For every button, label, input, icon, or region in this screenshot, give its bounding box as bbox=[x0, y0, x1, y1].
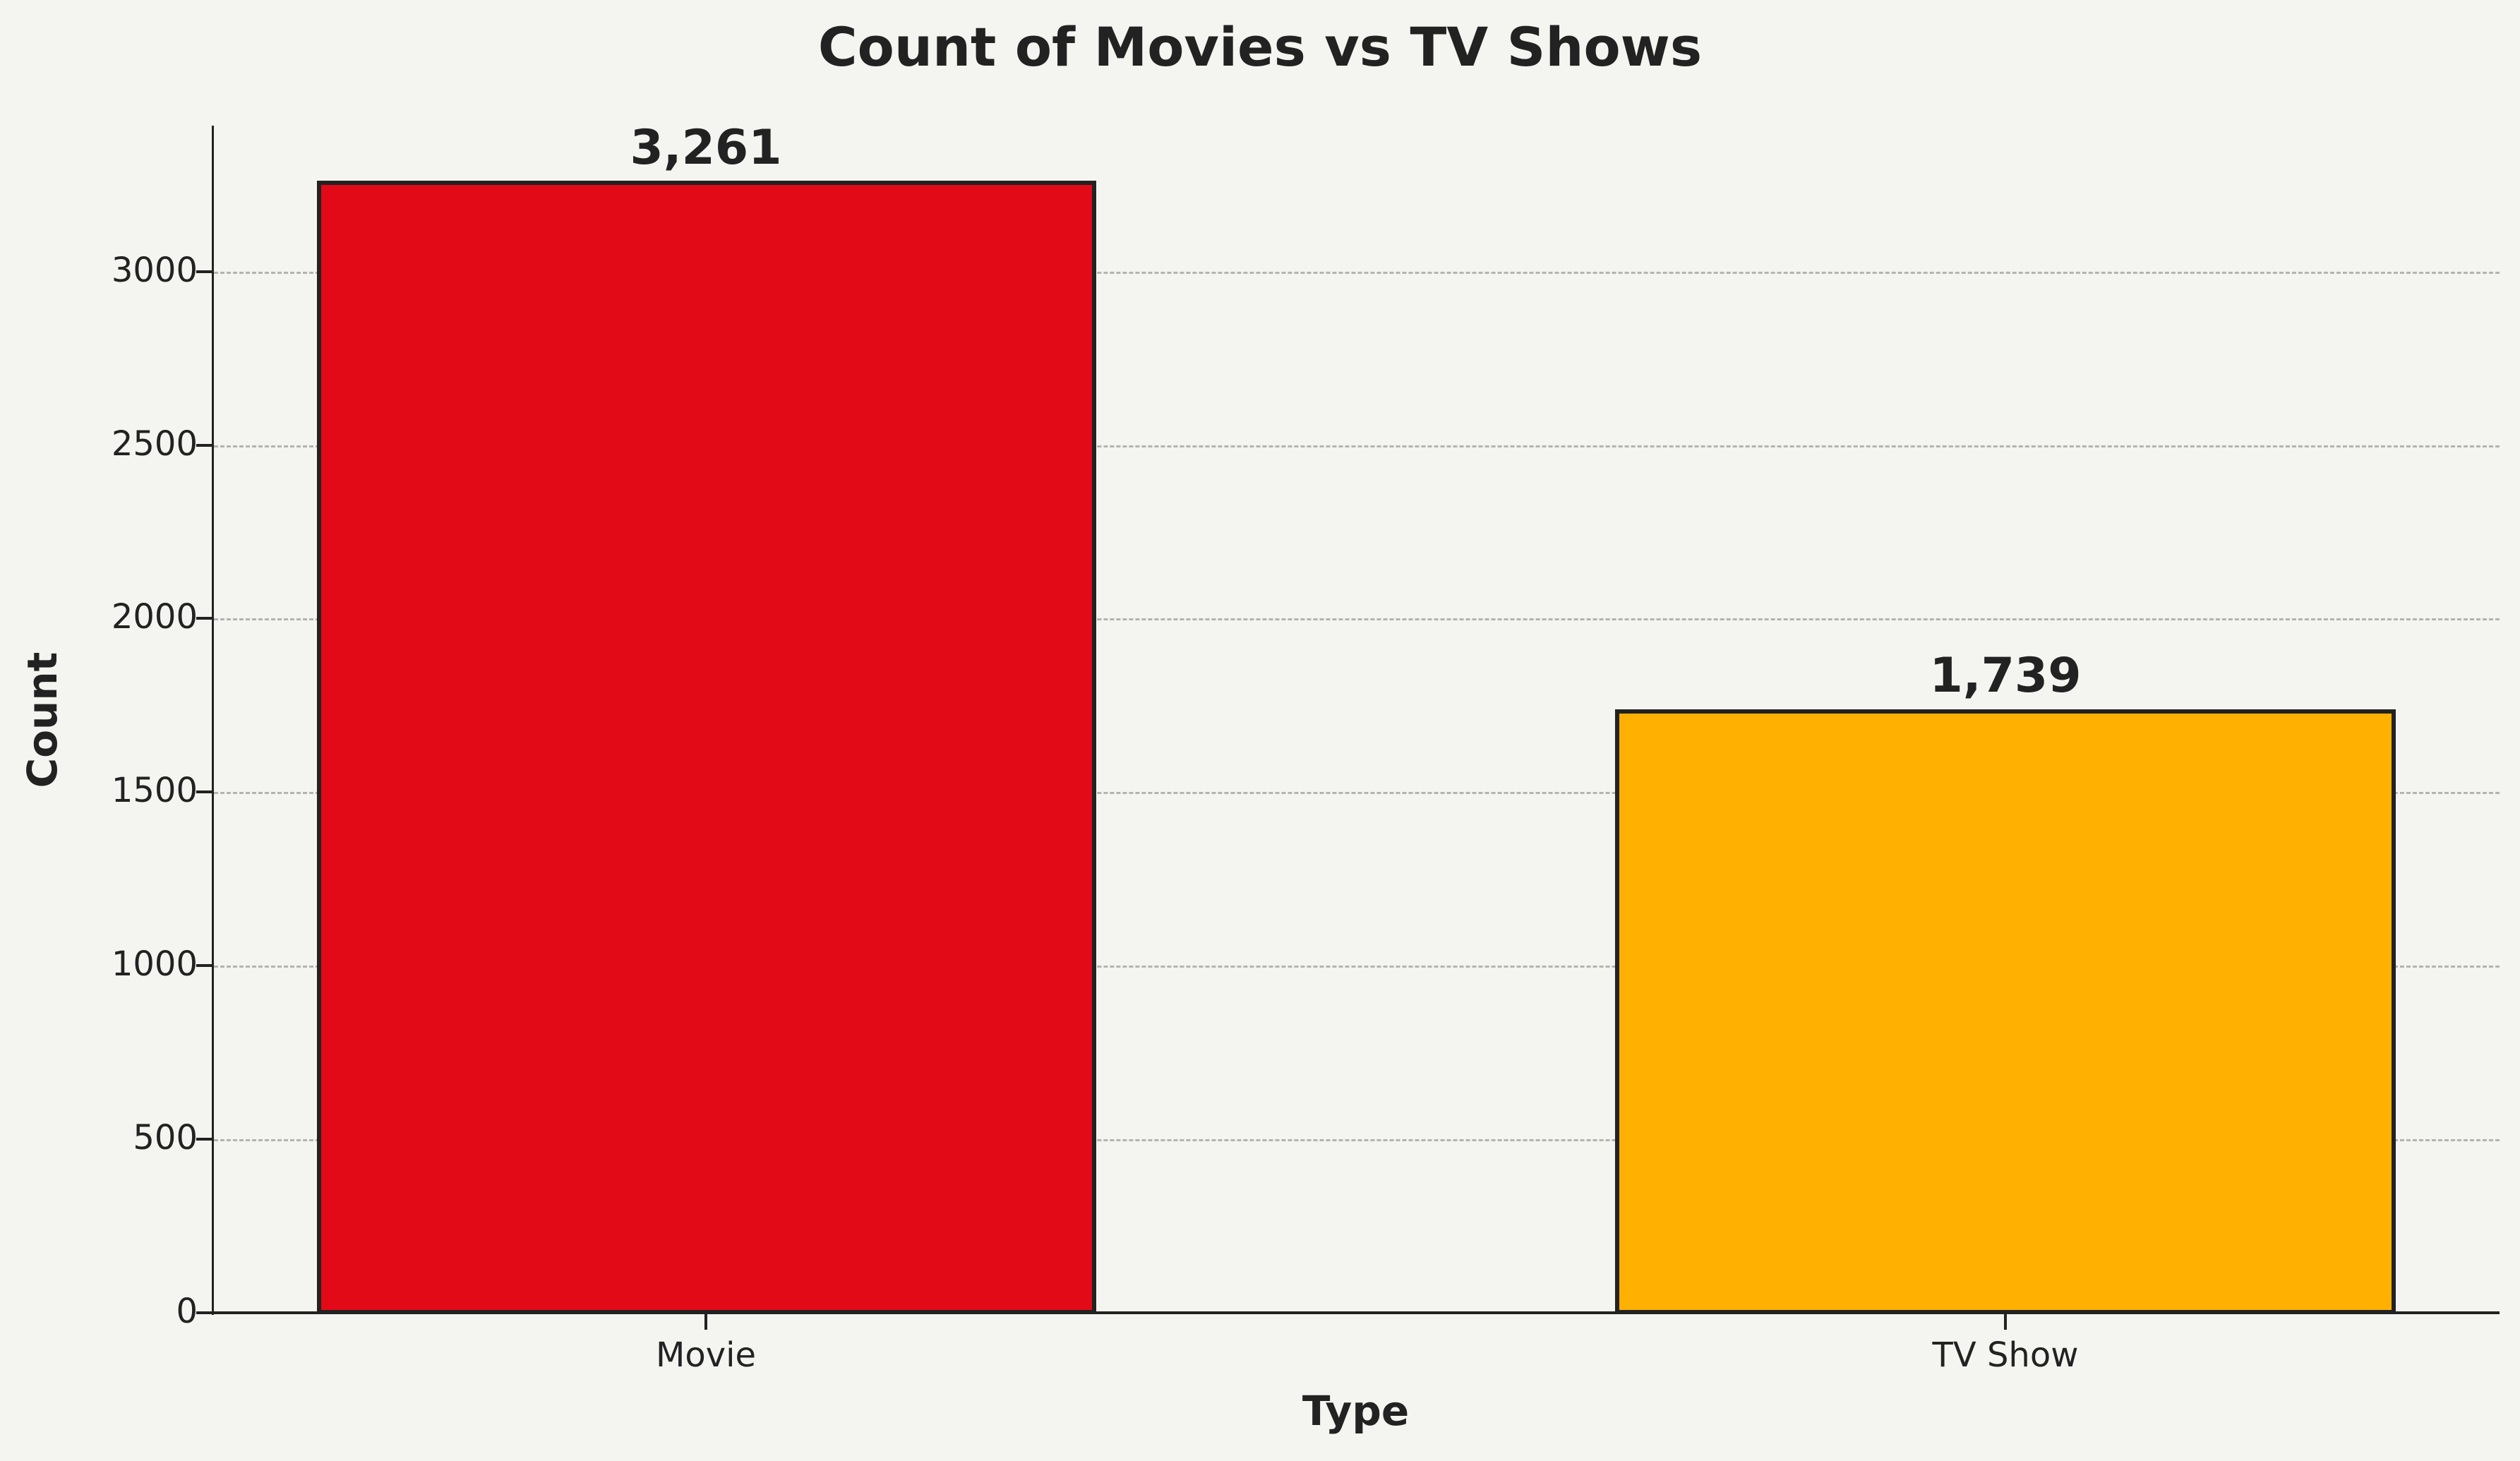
ytick-1500 bbox=[196, 790, 212, 793]
gridline-3000 bbox=[214, 272, 2500, 274]
bar-tv-show bbox=[1615, 709, 2396, 1314]
value-label-tv-show: 1,739 bbox=[1929, 648, 2082, 704]
ytick-label: 0 bbox=[176, 1292, 198, 1331]
ytick-1000 bbox=[196, 964, 212, 967]
ytick-2000 bbox=[196, 617, 212, 620]
gridline-1500 bbox=[214, 792, 2500, 794]
gridline-2500 bbox=[214, 445, 2500, 447]
xtick-movie bbox=[704, 1314, 707, 1330]
chart-title: Count of Movies vs TV Shows bbox=[817, 16, 1703, 78]
xtick-label-tv-show: TV Show bbox=[1932, 1335, 2079, 1375]
ytick-label: 3000 bbox=[111, 251, 198, 290]
ytick-0 bbox=[196, 1311, 212, 1314]
ytick-label: 1500 bbox=[111, 771, 198, 810]
y-axis-line bbox=[212, 126, 214, 1315]
xtick-label-movie: Movie bbox=[655, 1335, 757, 1375]
gridline-500 bbox=[214, 1139, 2500, 1141]
ytick-label: 500 bbox=[133, 1118, 198, 1158]
bar-movie bbox=[317, 181, 1096, 1314]
ytick-label: 2500 bbox=[111, 424, 198, 464]
x-axis-title: Type bbox=[1302, 1387, 1410, 1435]
ytick-label: 1000 bbox=[111, 944, 198, 984]
value-label-movie: 3,261 bbox=[630, 120, 782, 176]
ytick-500 bbox=[196, 1138, 212, 1141]
ytick-3000 bbox=[196, 270, 212, 273]
ytick-label: 2000 bbox=[111, 597, 198, 637]
x-axis-line bbox=[212, 1311, 2500, 1314]
gridline-1000 bbox=[214, 966, 2500, 968]
xtick-tv-show bbox=[2004, 1314, 2007, 1330]
gridline-2000 bbox=[214, 618, 2500, 620]
ytick-2500 bbox=[196, 444, 212, 447]
y-axis-title: Count bbox=[18, 651, 66, 788]
